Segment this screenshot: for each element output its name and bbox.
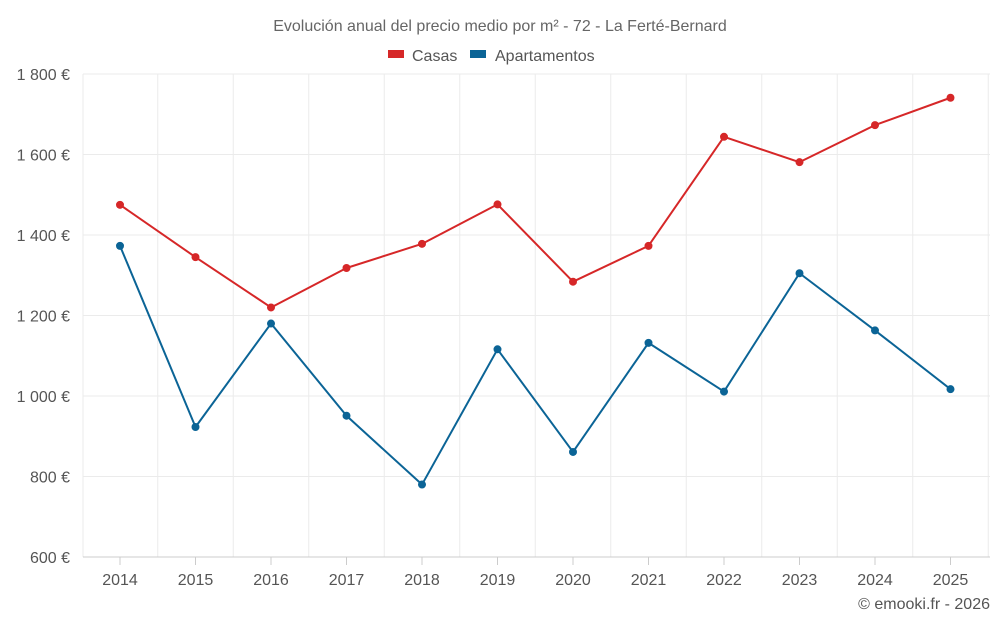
data-point-casas[interactable] [569,277,577,286]
grid [82,73,990,558]
data-point-casas[interactable] [191,253,200,262]
x-tick-label: 2017 [329,572,365,589]
data-point-casas[interactable] [418,239,426,248]
y-tick-label: 1 600 € [17,148,70,165]
x-tick-label: 2020 [555,572,591,589]
data-point-apartamentos[interactable] [267,319,275,328]
data-point-casas[interactable] [720,132,728,141]
data-point-casas[interactable] [267,303,275,312]
data-point-casas[interactable] [644,241,653,250]
data-point-apartamentos[interactable] [720,387,728,396]
data-point-apartamentos[interactable] [569,447,577,456]
data-point-casas[interactable] [795,158,804,167]
x-tick-label: 2021 [631,572,667,589]
x-axis-ticks: 2014 2015 2016 2017 2018 2019 2020 2021 2022 2023… [102,557,968,589]
y-tick-label: 1 400 € [17,228,70,245]
x-tick-label: 2015 [178,572,214,589]
data-point-casas[interactable] [493,200,502,209]
legend-label-casas[interactable]: Casas [412,48,457,65]
data-point-casas[interactable] [116,200,124,209]
y-tick-label: 800 € [30,470,70,487]
legend-label-apartamentos[interactable]: Apartamentos [495,48,595,65]
chart-title: Evolución anual del precio medio por m² … [273,18,727,35]
x-tick-label: 2025 [933,572,969,589]
data-point-casas[interactable] [342,264,351,273]
y-tick-label: 600 € [30,550,70,567]
data-point-casas[interactable] [871,121,879,130]
credit-text: © emooki.fr - 2026 [858,596,990,613]
x-tick-label: 2019 [480,572,516,589]
data-point-apartamentos[interactable] [342,411,351,420]
data-point-apartamentos[interactable] [871,326,879,335]
y-axis-ticks: 600 € 800 € 1 000 € 1 200 € 1 400 € 1 600 € 1 … [17,67,70,567]
legend[interactable]: Casas Apartamentos [388,48,595,65]
data-point-apartamentos[interactable] [116,241,124,250]
data-point-apartamentos[interactable] [795,269,804,278]
data-point-casas[interactable] [946,93,955,102]
x-tick-label: 2014 [102,572,138,589]
y-tick-label: 1 200 € [17,309,70,326]
x-tick-label: 2022 [706,572,742,589]
data-point-apartamentos[interactable] [493,345,502,354]
x-tick-label: 2018 [404,572,440,589]
series [116,93,955,489]
legend-swatch-apartamentos [470,50,486,58]
data-point-apartamentos[interactable] [946,385,955,394]
y-tick-label: 1 000 € [17,389,70,406]
x-tick-label: 2023 [782,572,818,589]
x-tick-label: 2016 [253,572,289,589]
series-line-apartamentos [119,245,952,486]
data-point-apartamentos[interactable] [418,480,426,489]
data-point-apartamentos[interactable] [644,338,653,347]
data-point-apartamentos[interactable] [191,422,200,431]
x-tick-label: 2024 [857,572,893,589]
legend-swatch-casas [388,50,404,58]
y-tick-label: 1 800 € [17,67,70,84]
series-line-casas [119,96,951,309]
